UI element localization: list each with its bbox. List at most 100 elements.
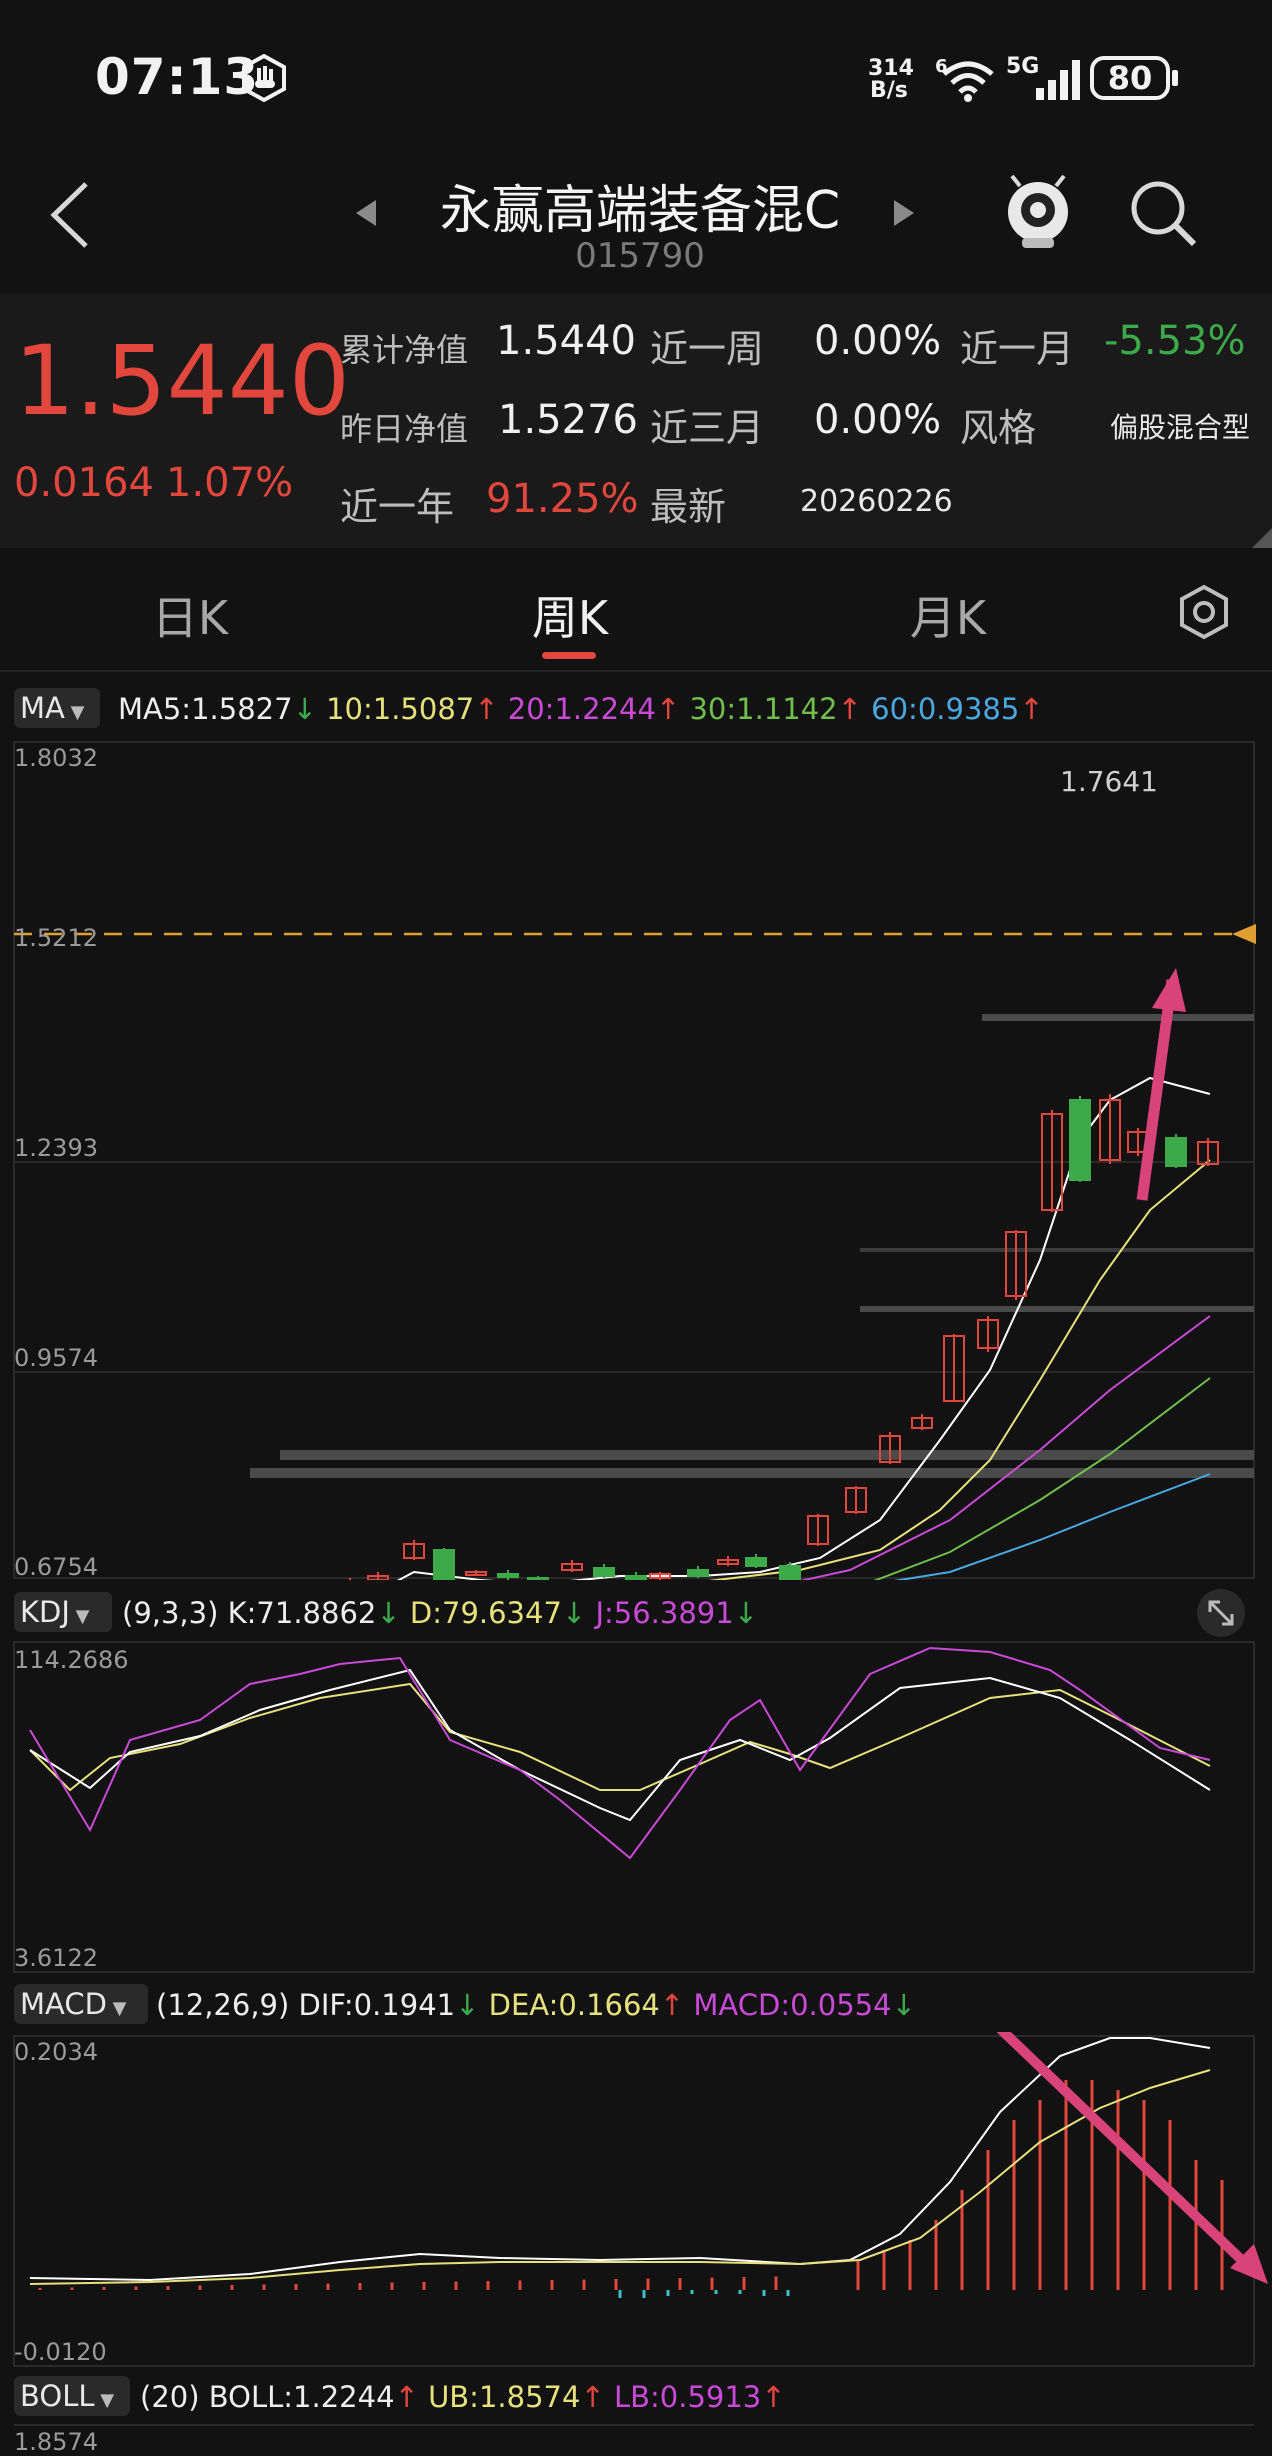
search-icon[interactable] <box>1128 178 1198 248</box>
settings-hexagon-icon[interactable] <box>1176 584 1232 640</box>
boll-params: (20) <box>140 2380 200 2414</box>
current-price: 1.5440 <box>14 325 350 437</box>
ma5-value: MA5:1.5827 <box>118 692 293 726</box>
prev-fund-triangle-icon[interactable] <box>354 198 378 228</box>
candle-body <box>807 1515 829 1545</box>
boll-selector[interactable]: BOLL ▼ <box>14 2376 130 2416</box>
kdj-j-value: J:56.3891 <box>595 1596 734 1630</box>
candle-body <box>403 1543 425 1559</box>
expand-icon[interactable] <box>1196 1588 1246 1638</box>
macd-dif-value: DIF:0.1941 <box>298 1988 456 2022</box>
week-value: 0.00% <box>814 318 942 364</box>
candle-body <box>649 1573 671 1579</box>
ma-values: MA5:1.5827↓ 10:1.5087↑ 20:1.2244↑ 30:1.1… <box>118 692 1044 726</box>
candle-body <box>1069 1099 1091 1181</box>
fund-code: 015790 <box>575 236 705 276</box>
macd-dea-line <box>29 2069 1211 2285</box>
week-label: 近一周 <box>650 327 765 371</box>
up-arrow-icon: ↑ <box>1019 692 1044 726</box>
up-arrow-icon: ↑ <box>474 692 499 726</box>
candle-body <box>367 1575 389 1580</box>
robot-avatar-icon[interactable] <box>1000 172 1076 252</box>
boll-mid-value: BOLL:1.2244 <box>208 2380 395 2414</box>
hand-shield-icon <box>242 54 286 102</box>
y-tick: 1.2393 <box>14 1134 98 1162</box>
tab-daily[interactable]: 日K <box>151 591 229 645</box>
macd-chart[interactable] <box>0 2032 1272 2368</box>
net-speed-value: 314 <box>868 56 914 81</box>
support-band <box>860 1306 1254 1312</box>
macd-dif-line <box>29 2037 1211 2282</box>
candle-body <box>593 1567 615 1577</box>
high-price-label: 1.7641 <box>1060 765 1158 798</box>
kdj-d-line <box>29 1682 1211 1792</box>
macd-selector-label: MACD <box>20 1987 107 2021</box>
candle-body <box>1005 1231 1027 1297</box>
up-arrow-icon: ↑ <box>659 1988 685 2022</box>
kdj-chart[interactable] <box>0 1640 1272 1975</box>
chart-frame <box>13 2035 1255 2367</box>
ma10-value: 10:1.5087 <box>326 692 475 726</box>
support-band <box>860 1248 1254 1252</box>
kdj-selector-label: KDJ <box>20 1595 70 1629</box>
candle-body <box>1197 1141 1219 1165</box>
macd-dea-value: DEA:0.1664 <box>488 1988 660 2022</box>
up-arrow-icon: ↑ <box>394 2380 419 2414</box>
dropdown-icon: ▼ <box>94 2390 115 2411</box>
y-tick: 0.9574 <box>14 1344 98 1372</box>
macd-params: (12,26,9) <box>156 1988 290 2022</box>
latest-label: 最新 <box>650 485 727 529</box>
macd-hist-value: MACD:0.0554 <box>693 1988 892 2022</box>
up-arrow-icon: ↑ <box>580 2380 605 2414</box>
down-arrow-icon: ↓ <box>455 1988 480 2022</box>
y-tick: 1.8032 <box>14 744 98 772</box>
ma10-line <box>708 1159 1211 1580</box>
kdj-y-tick: 3.6122 <box>14 1944 98 1972</box>
candle-body <box>779 1565 801 1580</box>
tab-weekly[interactable]: 周K <box>531 591 609 645</box>
year-value: 91.25% <box>486 476 639 522</box>
up-arrow-icon: ↑ <box>837 692 862 726</box>
candle-body <box>717 1559 739 1565</box>
macd-selector[interactable]: MACD ▼ <box>14 1984 148 2024</box>
support-band <box>982 1014 1254 1021</box>
dropdown-icon: ▼ <box>106 1998 127 2019</box>
annotation-arrow <box>996 2032 1254 2272</box>
fund-info-panel <box>0 294 1272 548</box>
year-label: 近一年 <box>340 485 455 529</box>
status-time: 07:13 <box>95 48 260 106</box>
tab-divider <box>0 670 1272 672</box>
latest-date: 20260226 <box>800 484 953 519</box>
back-chevron-icon[interactable] <box>48 180 92 250</box>
boll-lb-value: LB:0.5913 <box>613 2380 762 2414</box>
candle-body <box>879 1435 901 1463</box>
candle-body <box>625 1575 647 1580</box>
up-arrow-icon: ↑ <box>761 2380 786 2414</box>
kline-chart[interactable] <box>0 730 1272 1580</box>
kdj-values: (9,3,3) K:71.8862↓ D:79.6347↓ J:56.3891↓ <box>122 1596 758 1630</box>
net-speed-unit: B/s <box>870 78 908 103</box>
tab-monthly[interactable]: 月K <box>909 591 987 645</box>
next-fund-triangle-icon[interactable] <box>892 198 916 228</box>
down-arrow-icon: ↓ <box>733 1596 759 1630</box>
dropdown-icon: ▼ <box>64 702 85 723</box>
down-arrow-icon: ↓ <box>292 692 317 726</box>
kdj-k-value: K:71.8862 <box>227 1596 377 1630</box>
candle-body <box>1041 1113 1063 1211</box>
kdj-d-value: D:79.6347 <box>409 1596 562 1630</box>
candle-body <box>943 1335 965 1402</box>
boll-chart-frame <box>14 2424 1254 2455</box>
kdj-selector[interactable]: KDJ ▼ <box>14 1592 112 1632</box>
support-band <box>250 1468 1254 1478</box>
kdj-params: (9,3,3) <box>122 1596 219 1630</box>
battery-tip <box>1172 70 1178 86</box>
wifi-icon <box>942 61 994 102</box>
ma-selector[interactable]: MA ▼ <box>14 688 100 728</box>
prev-nav-value: 1.5276 <box>498 397 638 443</box>
current-price-marker-icon <box>1232 924 1256 944</box>
support-band <box>280 1450 1254 1460</box>
candle-body <box>1165 1137 1187 1167</box>
month-value: -5.53% <box>1104 318 1246 364</box>
candle-body <box>527 1577 549 1580</box>
annotation-arrowhead-icon <box>1230 2244 1268 2284</box>
